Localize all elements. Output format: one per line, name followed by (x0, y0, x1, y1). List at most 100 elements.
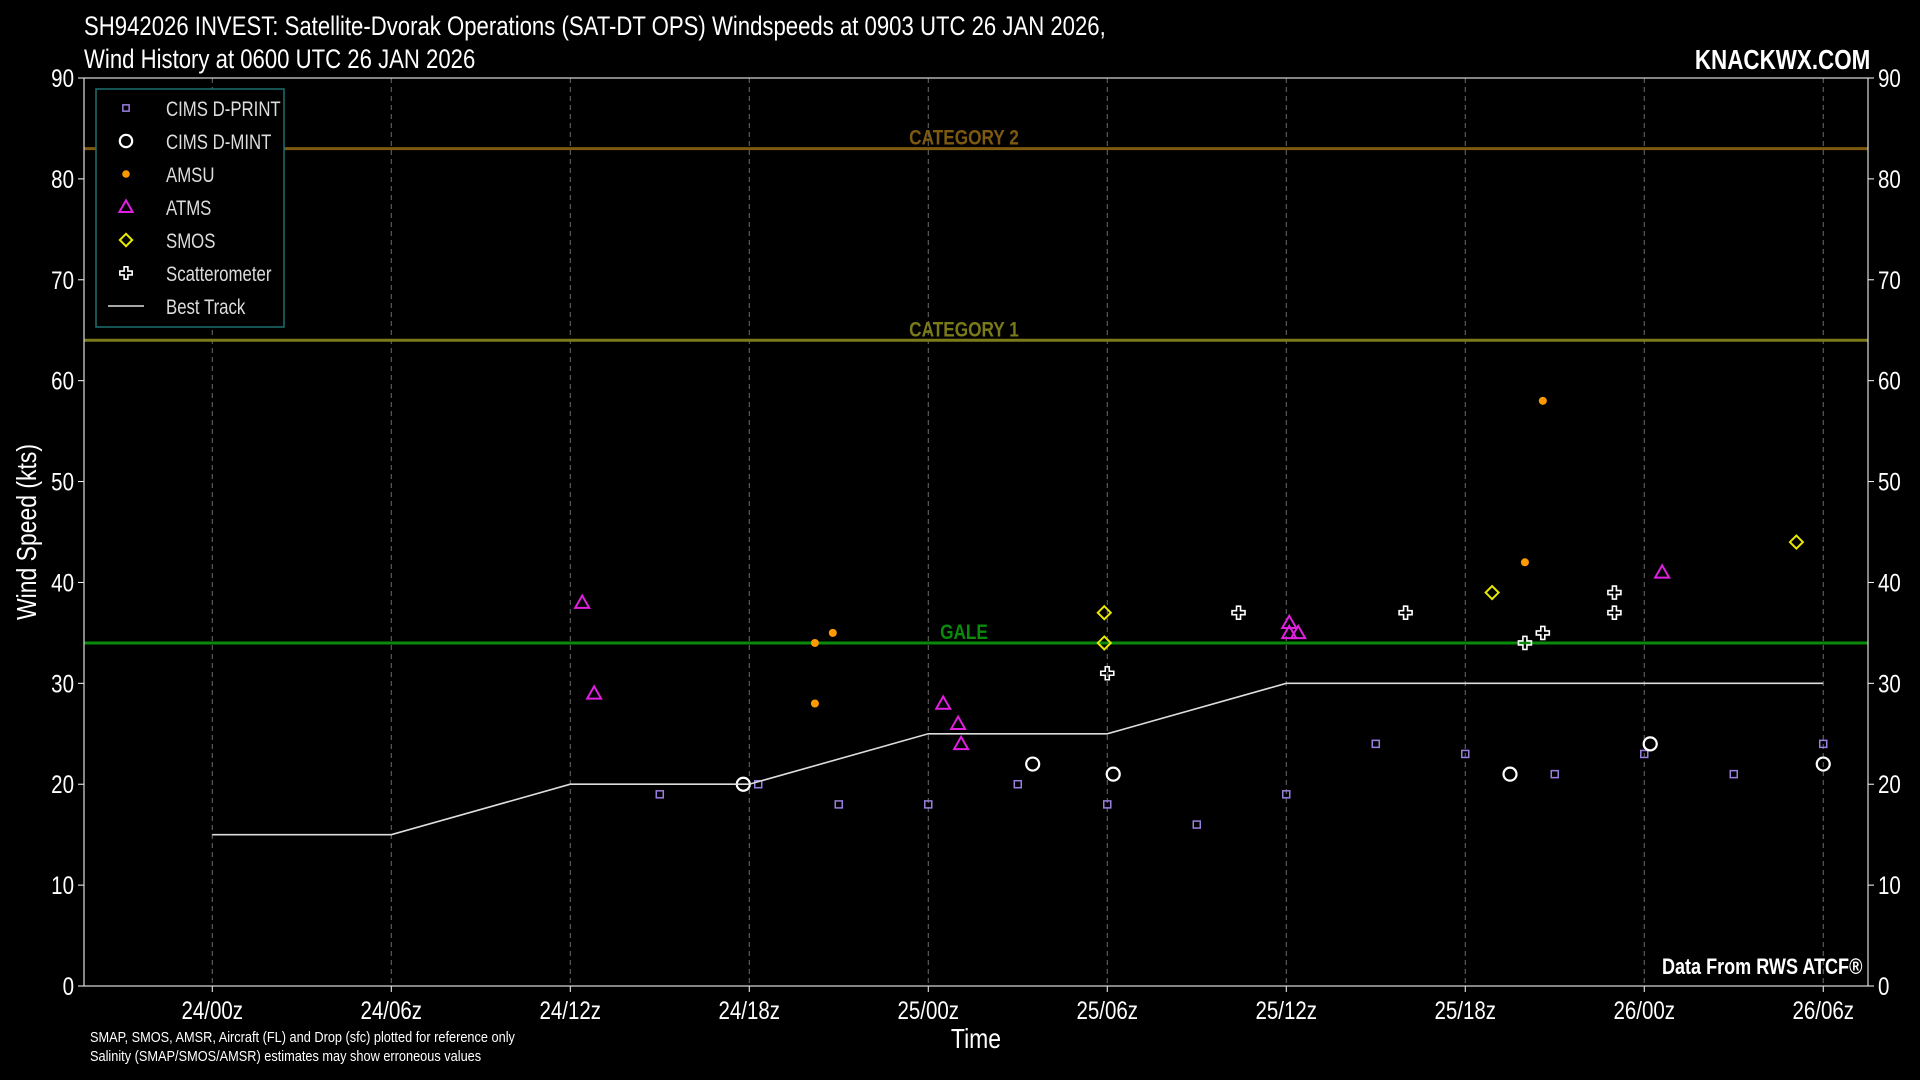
point-cims-d-print (834, 800, 844, 809)
point-scatterometer (1398, 605, 1413, 621)
y-tick-label-left: 80 (51, 165, 74, 193)
y-tick-label-left: 50 (51, 468, 74, 496)
y-axis-label: Wind Speed (kts) (12, 444, 43, 620)
point-cims-d-print (753, 779, 763, 789)
point-scatterometer (1607, 585, 1622, 600)
legend-label-best-track: Best Track (166, 296, 246, 319)
title-line-2: Wind History at 0600 UTC 26 JAN 2026 (84, 44, 476, 74)
legend-label-cims-d-print: CIMS D-PRINT (166, 98, 281, 121)
y-tick-label-right: 70 (1878, 266, 1901, 294)
point-cims-d-print (655, 790, 665, 799)
y-tick-label-right: 30 (1878, 669, 1901, 697)
x-tick-label: 25/00z (897, 996, 959, 1024)
grid-lines (211, 78, 1824, 986)
point-amsu (828, 628, 837, 637)
point-cims-d-mint (1025, 756, 1041, 772)
axes: 24/00z 24/06z 24/12z 24/18z 25/00z 25/06z 25/1… (12, 64, 1901, 1055)
x-tick-label: 24/18z (718, 996, 780, 1024)
point-cims-d-print (1550, 769, 1560, 779)
point-amsu (810, 638, 819, 647)
point-atms (585, 684, 603, 700)
point-cims-d-print (1461, 749, 1470, 759)
x-tick-label: 26/06z (1792, 996, 1854, 1024)
point-scatterometer (1099, 665, 1115, 681)
legend-swatch-amsu (122, 170, 130, 178)
x-tick-label: 24/00z (182, 996, 244, 1024)
x-tick-label: 25/18z (1434, 996, 1496, 1024)
legend-swatch-smos (118, 232, 134, 248)
y-tick-label-left: 20 (51, 770, 74, 798)
y-tick-label-left: 90 (51, 64, 74, 92)
legend-swatch-atms (117, 198, 135, 213)
legend-label-cims-d-mint: CIMS D-MINT (166, 131, 272, 154)
threshold-label-category-2: CATEGORY 2 (909, 127, 1019, 150)
point-cims-d-print (1640, 749, 1649, 759)
y-tick-label-right: 80 (1878, 165, 1901, 193)
point-cims-d-print (1819, 739, 1828, 749)
legend-label-atms: ATMS (166, 197, 211, 220)
point-cims-d-print (924, 800, 933, 809)
data-series (212, 396, 1831, 836)
y-tick-label-right: 10 (1878, 871, 1901, 899)
y-tick-label-left: 40 (51, 568, 74, 596)
point-cims-d-print (1103, 800, 1112, 809)
y-tick-label-left: 0 (63, 972, 74, 1000)
point-atms (949, 714, 967, 730)
point-cims-d-mint (1105, 766, 1121, 782)
brand-logo-text: KNACKWX.COM (1694, 44, 1870, 75)
point-atms (952, 734, 970, 751)
point-amsu (1538, 396, 1547, 405)
legend-label-smos: SMOS (166, 230, 215, 253)
plot-frame (83, 77, 1869, 987)
y-tick-label-left: 10 (51, 871, 74, 899)
point-scatterometer (1607, 605, 1622, 621)
point-atms (1280, 613, 1298, 630)
footnote: SMAP, SMOS, AMSR, Aircraft (FL) and Drop… (90, 1028, 515, 1066)
point-cims-d-print (1192, 820, 1202, 829)
y-tick-label-right: 40 (1878, 568, 1901, 596)
point-cims-d-print (1729, 769, 1739, 779)
x-tick-label: 24/12z (539, 996, 601, 1024)
legend-label-amsu: AMSU (166, 164, 215, 187)
point-atms (573, 593, 591, 609)
footnote-line-1: SMAP, SMOS, AMSR, Aircraft (FL) and Drop… (90, 1029, 515, 1046)
point-amsu (1520, 558, 1529, 567)
y-tick-label-right: 0 (1878, 972, 1889, 1000)
y-tick-label-right: 50 (1878, 468, 1901, 496)
y-tick-label-left: 60 (51, 367, 74, 395)
y-tick-label-right: 60 (1878, 367, 1901, 395)
point-cims-d-mint (1815, 756, 1831, 772)
series-line-best-track (212, 682, 1824, 836)
point-smos (1484, 584, 1501, 601)
x-tick-label: 26/00z (1613, 996, 1675, 1024)
y-tick-label-left: 70 (51, 266, 74, 294)
point-cims-d-print (1282, 790, 1291, 799)
point-smos (1096, 604, 1113, 621)
x-axis-label: Time (951, 1024, 1001, 1055)
legend-swatch-cims-d-print (122, 104, 130, 112)
title-line-1: SH942026 INVEST: Satellite-Dvorak Operat… (84, 11, 1106, 41)
point-atms (1280, 623, 1298, 640)
point-cims-d-print (1013, 779, 1023, 789)
point-atms (934, 694, 952, 710)
legend-box (95, 88, 285, 328)
legend-swatch-cims-d-mint (118, 133, 134, 149)
threshold-label-gale: GALE (940, 621, 988, 644)
x-tick-label: 25/12z (1255, 996, 1317, 1024)
legend-swatch-scatterometer (119, 266, 133, 280)
x-tick-label: 24/06z (361, 996, 423, 1024)
point-atms (1289, 623, 1307, 640)
point-cims-d-print (1371, 739, 1381, 749)
y-tick-label-right: 90 (1878, 64, 1901, 92)
point-amsu (810, 699, 819, 708)
point-atms (1653, 563, 1671, 579)
y-tick-label-left: 30 (51, 669, 74, 697)
y-tick-label-right: 20 (1878, 770, 1901, 798)
chart-title: SH942026 INVEST: Satellite-Dvorak Operat… (84, 10, 1106, 76)
point-cims-d-mint (1502, 766, 1518, 782)
legend-label-scatterometer: Scatterometer (166, 263, 272, 286)
point-smos (1096, 635, 1113, 651)
point-scatterometer (1535, 625, 1551, 641)
footnote-line-2: Salinity (SMAP/SMOS/AMSR) estimates may … (90, 1048, 482, 1065)
